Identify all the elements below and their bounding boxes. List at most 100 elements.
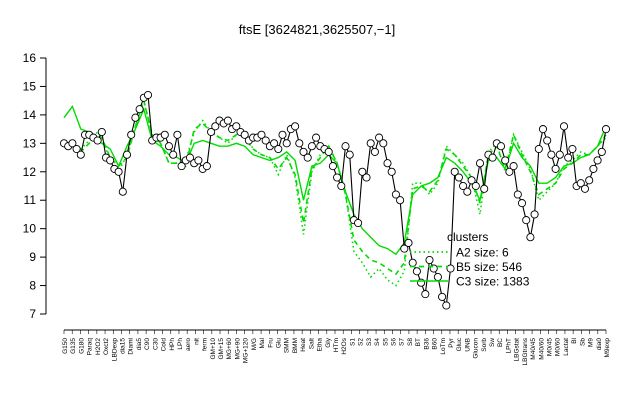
x-tick-label: H2Os (341, 337, 348, 354)
gene-point (496, 142, 506, 151)
gene-point (261, 136, 270, 145)
gene-point (387, 167, 396, 176)
gene-point (522, 216, 531, 225)
x-tick-label: S8 (407, 338, 414, 346)
gene-point (337, 181, 346, 191)
gene-point (534, 144, 543, 154)
gene-point (194, 156, 203, 165)
x-tick-label: LBGtrans (522, 337, 529, 365)
gene-point (509, 162, 518, 171)
x-tick-label: BT (415, 338, 422, 346)
gene-point (446, 264, 455, 273)
y-tick-label: 13 (23, 136, 37, 150)
gene-point (312, 133, 321, 142)
gene-point (291, 122, 300, 131)
gene-point (433, 272, 442, 282)
gene-point (202, 162, 211, 171)
x-tick-label: GM+10 (210, 338, 217, 360)
gene-point (177, 162, 186, 171)
gene-point (135, 105, 144, 114)
gene-point (207, 127, 216, 137)
gene-point (425, 255, 434, 265)
gene-point (589, 164, 598, 173)
gene-point (131, 113, 140, 122)
x-tick-label: M0/45 (547, 338, 554, 356)
x-tick-label: H2O2 (95, 338, 102, 355)
x-tick-label: Pyr (448, 337, 455, 348)
x-tick-label: LBGstat (514, 338, 521, 362)
x-tick-label: Oxct2 (103, 338, 110, 355)
gene-point (328, 162, 337, 171)
gene-point (114, 167, 123, 176)
gene-point (568, 144, 577, 154)
gene-point (160, 130, 169, 139)
x-tick-label: B36 (423, 338, 430, 350)
y-tick-label: 8 (29, 279, 36, 293)
x-tick-label: Paraq (87, 338, 94, 356)
gene-point (543, 136, 552, 145)
gene-point (143, 90, 153, 100)
y-tick-label: 12 (23, 165, 37, 179)
gene-point (93, 136, 102, 145)
x-tick-label: M0/60 (555, 338, 562, 356)
gene-point (475, 159, 485, 168)
legend-label: B5 size: 546 (456, 260, 522, 274)
x-tick-label: Glu (276, 338, 283, 349)
y-tick-label: 11 (24, 193, 37, 207)
gene-point (421, 290, 430, 299)
x-tick-label: G150 (62, 338, 69, 354)
gene-point (404, 238, 413, 247)
x-tick-label: Bl (571, 337, 578, 343)
gene-point (505, 167, 514, 176)
gene-point (354, 218, 363, 228)
gene-point (223, 116, 232, 125)
gene-point (526, 233, 535, 242)
gene-point (370, 147, 379, 156)
gene-point (282, 139, 291, 148)
gene-point (417, 278, 426, 287)
x-tick-label: MG+60 (226, 338, 233, 360)
y-tick-label: 16 (23, 51, 37, 65)
x-tick-label: Lactat (563, 338, 570, 356)
gene-point (358, 167, 367, 176)
x-tick-label: BC (497, 338, 504, 347)
gene-point (232, 122, 241, 131)
x-tick-label: M40/45 (530, 338, 537, 360)
gene-point (345, 150, 354, 159)
x-tick-label: HTm (333, 338, 340, 352)
x-tick-label: LPhT (505, 338, 512, 354)
gene-point (391, 190, 400, 199)
gene-point (299, 147, 308, 156)
x-tick-label: SMM (284, 338, 291, 353)
y-tick-label: 14 (23, 108, 37, 122)
legend-label: A2 size: 6 (456, 246, 509, 260)
chart-title: ftsE [3624821,3625507,−1] (239, 22, 396, 37)
series-layer (63, 97, 607, 287)
gene-point (480, 184, 489, 193)
x-tick-label: Salt (308, 338, 315, 349)
x-tick-label: S6 (390, 338, 397, 346)
x-tick-label: C30 (152, 338, 159, 350)
x-tick-label: Mal (259, 337, 266, 348)
gene-point (601, 125, 611, 134)
x-tick-label: dia0 (596, 338, 603, 351)
gene-point (454, 173, 463, 182)
gene-point (408, 258, 417, 267)
x-tick-label: MG+120 (243, 338, 250, 363)
gene-point (324, 147, 333, 156)
x-tick-label: M/G (251, 338, 258, 350)
points-layer (59, 90, 611, 310)
gene-point (211, 122, 220, 131)
x-tick-label: ferm (202, 338, 209, 351)
gene-point (173, 130, 182, 139)
gene-point (164, 142, 174, 151)
x-tick-label: S7 (399, 338, 406, 346)
gene-point (538, 125, 548, 134)
x-tick-labels: G150 G135 G180 Paraq H2O2 Oxct2 LBDexp dia15 Dia… (62, 330, 611, 365)
gene-point (585, 176, 594, 185)
gene-point (379, 139, 388, 148)
gene-point (278, 130, 287, 139)
gene-point (106, 156, 115, 165)
